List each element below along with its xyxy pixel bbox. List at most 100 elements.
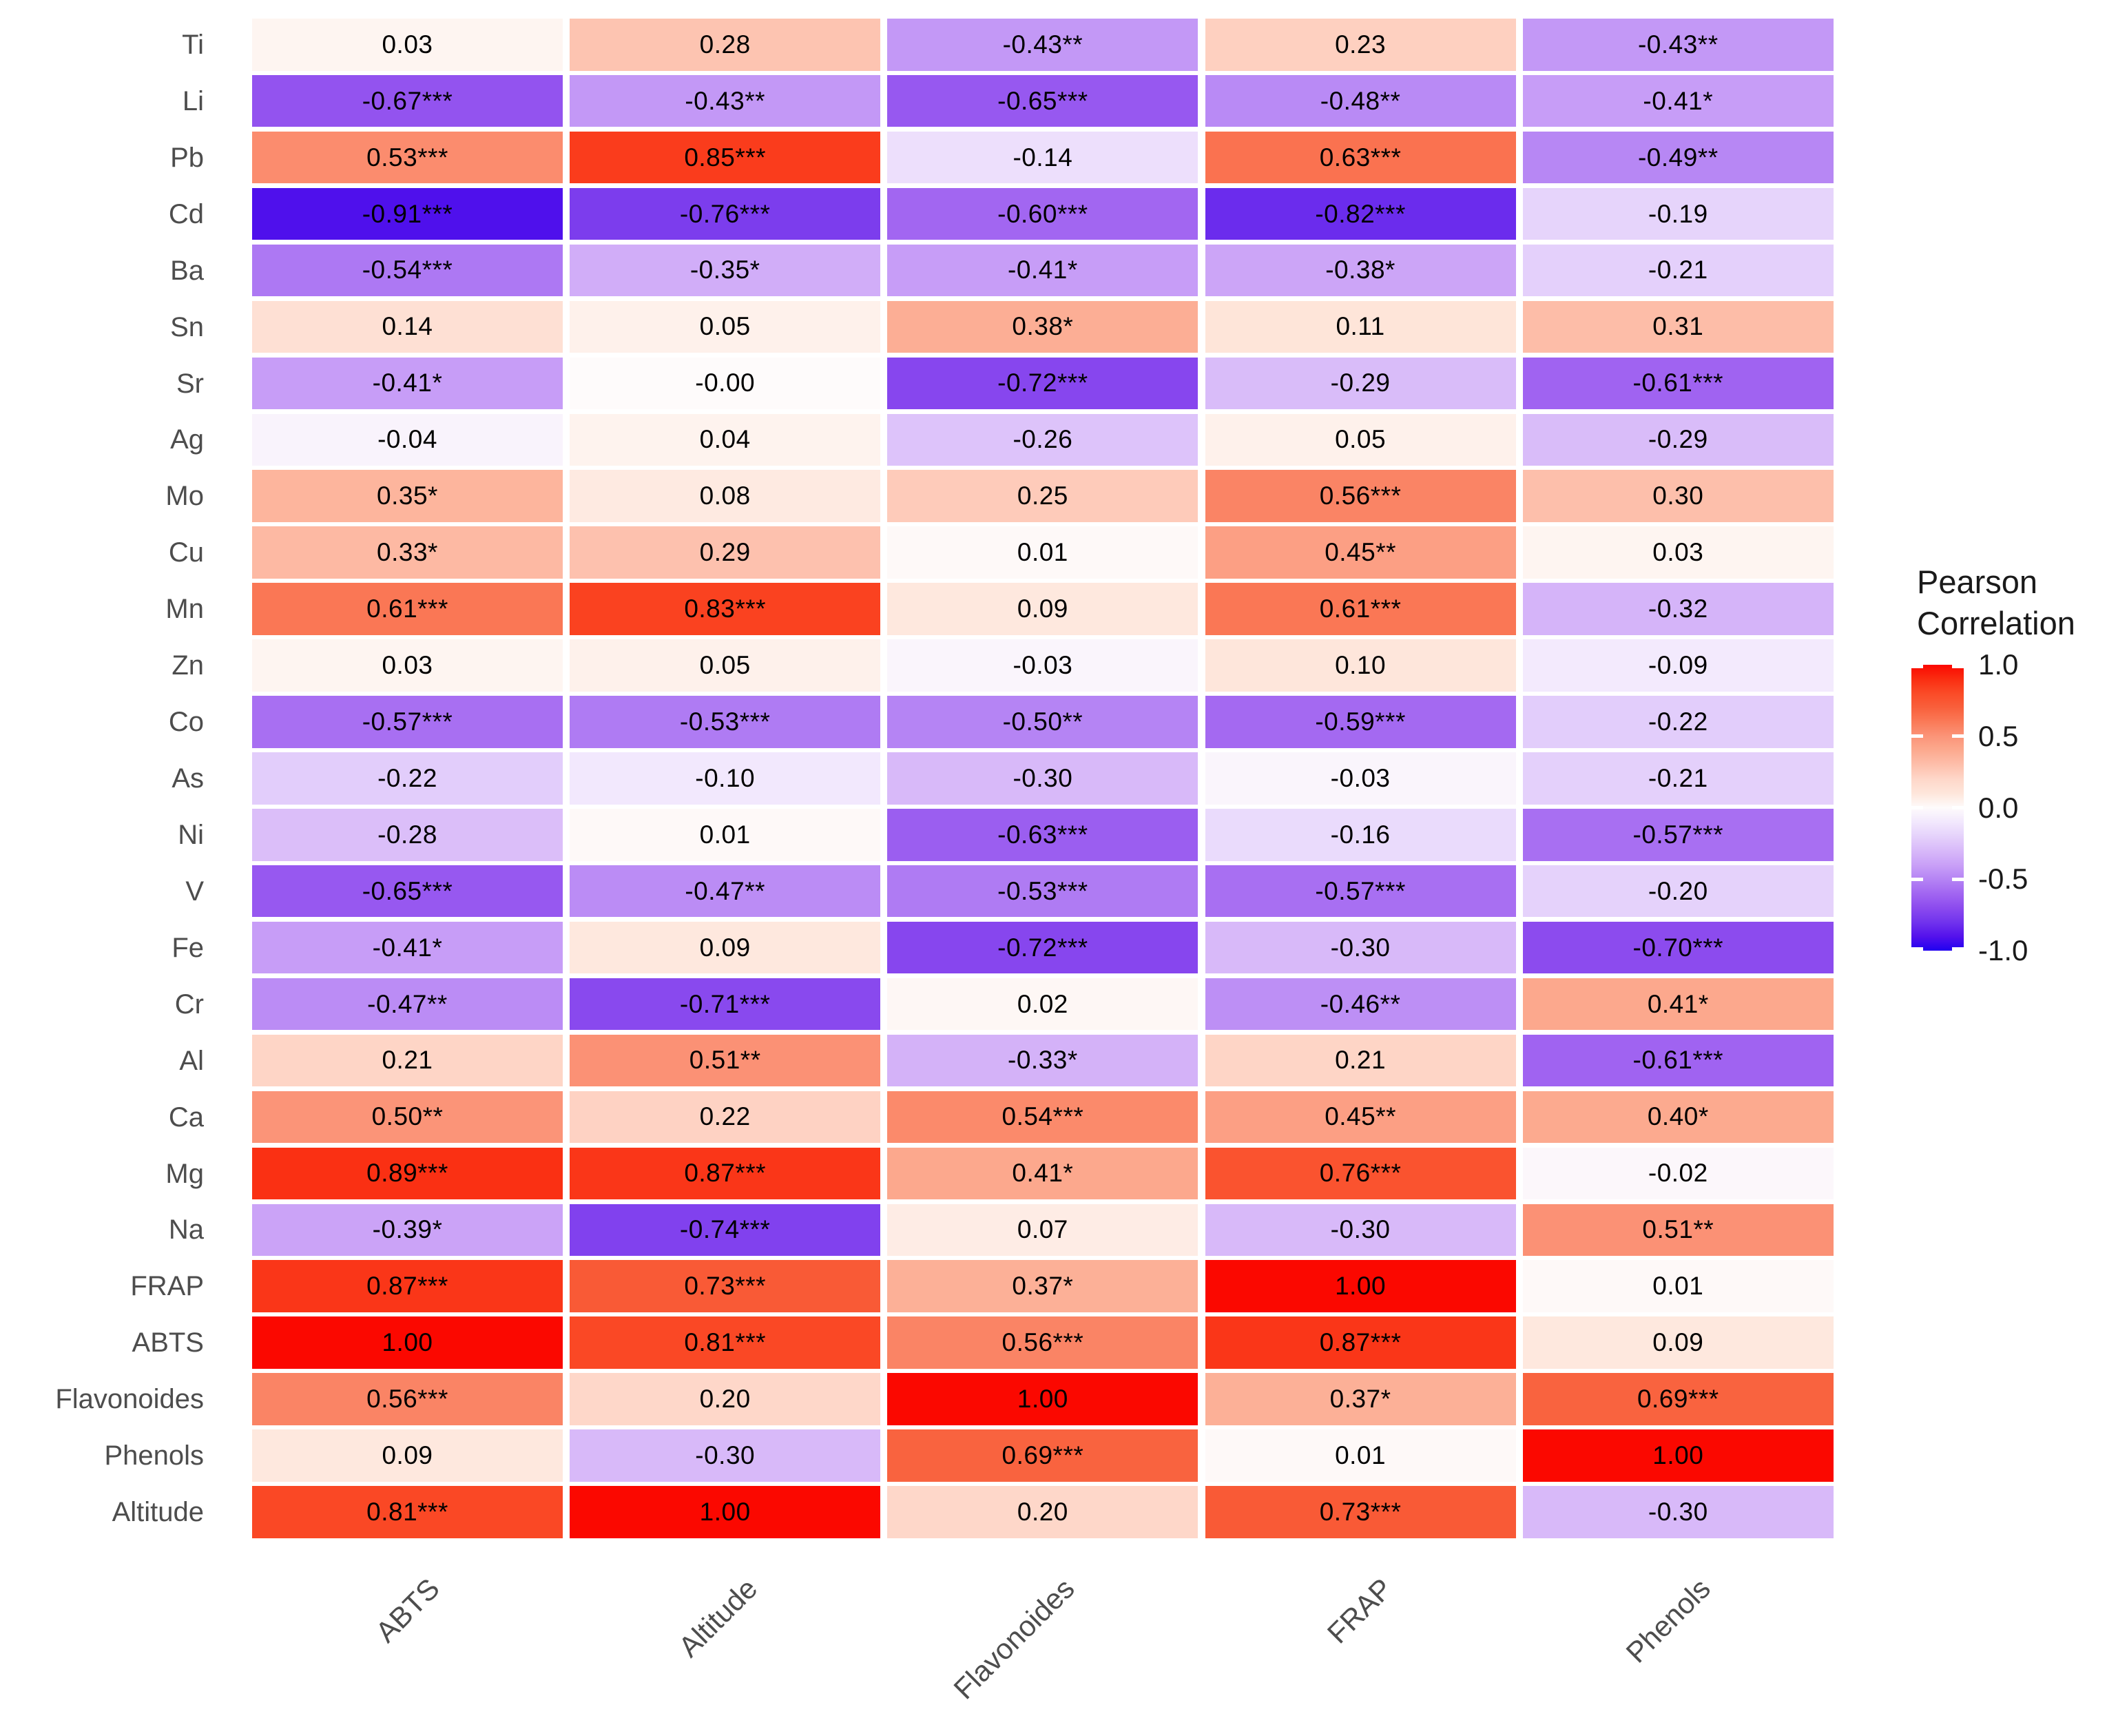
cell-value: 0.09 xyxy=(699,933,751,962)
cell-value: -0.70*** xyxy=(1632,933,1724,962)
heatmap-cell: -0.61*** xyxy=(1522,1034,1834,1087)
heatmap-cell: 0.03 xyxy=(252,639,563,692)
cell-value: 0.11 xyxy=(1336,312,1385,341)
cell-value: 0.35* xyxy=(377,482,438,510)
cell-value: -0.41* xyxy=(1008,256,1078,285)
cell-value: -0.33* xyxy=(1008,1046,1078,1075)
heatmap-cell: 0.37* xyxy=(1205,1373,1516,1425)
heatmap-cell: 0.69*** xyxy=(887,1429,1198,1482)
cell-value: -0.28 xyxy=(377,820,437,849)
y-axis-label: Fe xyxy=(172,932,204,963)
cell-value: -0.39* xyxy=(372,1215,443,1244)
cell-value: 0.45** xyxy=(1325,538,1396,567)
heatmap-cell: -0.16 xyxy=(1205,809,1516,861)
cell-value: -0.48** xyxy=(1320,86,1401,115)
cell-value: -0.10 xyxy=(695,763,756,792)
heatmap-cell: 0.41* xyxy=(1522,978,1834,1031)
cell-value: -0.91*** xyxy=(362,199,453,228)
heatmap-cell: 0.50** xyxy=(252,1091,563,1144)
heatmap-cell: -0.14 xyxy=(887,131,1198,184)
heatmap-cell: -0.39* xyxy=(252,1203,563,1257)
heatmap-cell: 0.87*** xyxy=(570,1147,881,1200)
y-axis-label: Cu xyxy=(168,537,204,568)
x-axis-label: Flavonoides xyxy=(947,1572,1081,1706)
cell-value: -0.43** xyxy=(1002,30,1083,59)
y-axis-label: Na xyxy=(168,1215,204,1246)
cell-value: -0.47** xyxy=(367,989,448,1018)
cell-value: -0.57*** xyxy=(362,707,453,736)
cell-value: 0.05 xyxy=(699,650,751,679)
heatmap-cell: 0.11 xyxy=(1205,300,1516,353)
heatmap-cell: -0.54*** xyxy=(252,244,563,297)
cell-value: -0.04 xyxy=(377,425,437,454)
heatmap-cell: 0.54*** xyxy=(887,1091,1198,1144)
heatmap-cell: -0.71*** xyxy=(570,978,881,1031)
heatmap-cell: 0.38* xyxy=(887,300,1198,353)
cell-value: 0.85*** xyxy=(684,143,767,172)
cell-value: 0.22 xyxy=(699,1102,751,1131)
y-axis-label: Ti xyxy=(182,29,204,60)
heatmap-cell: -0.49** xyxy=(1522,131,1834,184)
heatmap-cell: -0.43** xyxy=(887,19,1198,71)
y-axis-label: FRAP xyxy=(130,1271,204,1302)
cell-value: 0.29 xyxy=(699,538,751,567)
heatmap-cell: -0.48** xyxy=(1205,74,1516,127)
heatmap-cell: 0.23 xyxy=(1205,19,1516,71)
cell-value: 0.63*** xyxy=(1319,143,1402,172)
cell-value: 0.61*** xyxy=(1319,595,1402,623)
cell-value: -0.53*** xyxy=(997,876,1088,905)
y-axis-label: V xyxy=(185,876,204,907)
heatmap-cell: -0.47** xyxy=(252,978,563,1031)
cell-value: 0.01 xyxy=(1335,1441,1387,1469)
heatmap-cell: 1.00 xyxy=(1522,1429,1834,1482)
y-axis-label: Cd xyxy=(168,198,204,229)
cell-value: 0.56*** xyxy=(366,1385,448,1414)
y-axis-label: As xyxy=(172,763,204,794)
heatmap-cell: -0.57*** xyxy=(252,696,563,748)
cell-value: -0.19 xyxy=(1648,199,1708,228)
cell-value: 0.21 xyxy=(382,1046,433,1075)
cell-value: -0.57*** xyxy=(1632,820,1724,849)
heatmap-cell: -0.22 xyxy=(1522,696,1834,748)
cell-value: 0.89*** xyxy=(366,1159,448,1188)
cell-value: 0.30 xyxy=(1652,482,1704,510)
heatmap-cell: -0.29 xyxy=(1522,413,1834,466)
heatmap-cell: 0.63*** xyxy=(1205,131,1516,184)
heatmap-cell: 0.89*** xyxy=(252,1147,563,1200)
cell-value: 0.37* xyxy=(1329,1385,1391,1414)
heatmap-cell: 0.76*** xyxy=(1205,1147,1516,1200)
cell-value: 0.73*** xyxy=(1319,1497,1402,1526)
cell-value: 0.31 xyxy=(1652,312,1704,341)
heatmap-cell: -0.53*** xyxy=(570,696,881,748)
cell-value: -0.41* xyxy=(372,369,443,397)
cell-value: -0.30 xyxy=(1648,1497,1708,1526)
cell-value: -0.63*** xyxy=(997,820,1088,849)
cell-value: 0.41* xyxy=(1012,1159,1074,1188)
cell-value: 1.00 xyxy=(1017,1385,1068,1414)
y-axis-label: Mg xyxy=(165,1158,204,1189)
cell-value: -0.49** xyxy=(1637,143,1719,172)
cell-value: 0.81*** xyxy=(366,1497,448,1526)
cell-value: 0.83*** xyxy=(684,595,767,623)
heatmap-cell: -0.65*** xyxy=(252,865,563,918)
cell-value: 0.73*** xyxy=(684,1272,767,1301)
cell-value: -0.43** xyxy=(1637,30,1719,59)
heatmap-cell: -0.41* xyxy=(887,244,1198,297)
heatmap-cell: 0.08 xyxy=(570,470,881,522)
heatmap-cell: 0.81*** xyxy=(252,1486,563,1538)
cell-value: -0.09 xyxy=(1648,650,1708,679)
heatmap-cell: -0.10 xyxy=(570,752,881,805)
heatmap-cell: -0.72*** xyxy=(887,921,1198,974)
y-axis-label: Sn xyxy=(170,311,204,342)
heatmap-cell: -0.46** xyxy=(1205,978,1516,1031)
legend-tick-mark xyxy=(1911,734,1923,738)
heatmap-cell: -0.19 xyxy=(1522,187,1834,240)
cell-value: 0.51** xyxy=(689,1046,761,1075)
heatmap-cell: 0.21 xyxy=(1205,1034,1516,1087)
heatmap-cell: -0.91*** xyxy=(252,187,563,240)
heatmap-cell: -0.30 xyxy=(570,1429,881,1482)
x-axis-label: ABTS xyxy=(369,1572,446,1649)
heatmap-cell: 1.00 xyxy=(887,1373,1198,1425)
heatmap-cell: 0.09 xyxy=(570,921,881,974)
cell-value: -0.35* xyxy=(689,256,760,285)
